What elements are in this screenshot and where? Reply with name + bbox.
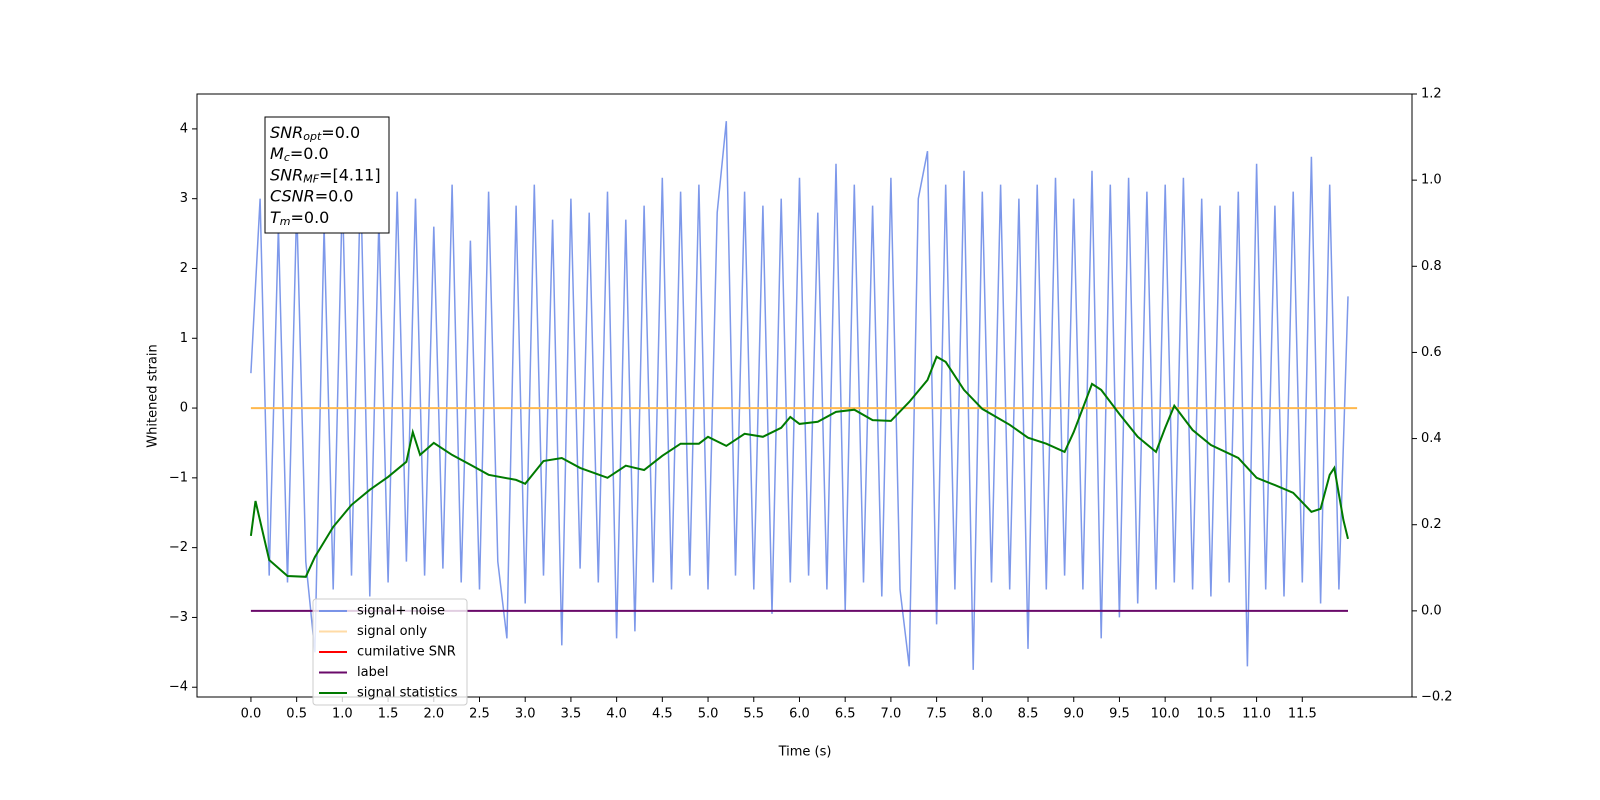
y-tick-label: 2 [180, 261, 188, 276]
plot-frame [196, 93, 1413, 698]
legend-label: signal statistics [357, 686, 458, 701]
annotation-name: SNR [270, 123, 303, 142]
y-tick-label: 3 [180, 191, 188, 206]
annotation: Tm=0.0 [270, 207, 329, 228]
y2-tick-label: −0.2 [1421, 690, 1453, 705]
x-tick-label: 7.0 [881, 707, 902, 722]
annotation-name: CSNR [270, 186, 315, 205]
y2-tick-label: 0.0 [1421, 603, 1442, 618]
annotation-value: =0.0 [291, 207, 330, 226]
x-tick-label: 9.0 [1063, 707, 1084, 722]
annotation-name: T [270, 207, 281, 226]
x-tick-label: 2.5 [469, 707, 490, 722]
annotation-sub: m [280, 215, 291, 228]
x-tick-label: 11.5 [1288, 707, 1317, 722]
x-tick-label: 7.5 [926, 707, 947, 722]
x-tick-label: 8.0 [972, 707, 993, 722]
legend-label: signal only [357, 624, 427, 639]
annotation-box [264, 116, 390, 234]
annotation-name: SNR [270, 165, 303, 184]
x-tick-label: 3.0 [515, 707, 536, 722]
y-tick-label: 1 [180, 331, 188, 346]
series-line [249, 355, 1349, 578]
x-tick-label: 4.0 [606, 707, 627, 722]
annotation-sub: MF [303, 172, 319, 185]
y-tick-label: 0 [180, 401, 188, 416]
legend-label: label [357, 665, 388, 680]
x-tick-label: 0.5 [286, 707, 307, 722]
annotation-sub: opt [303, 130, 322, 143]
x-tick-label: 0.0 [241, 707, 262, 722]
annotation: CSNR=0.0 [270, 186, 354, 205]
annotation: SNRopt=0.0 [270, 123, 360, 144]
y2-tick-label: 0.2 [1421, 517, 1442, 532]
x-tick-label: 1.5 [378, 707, 399, 722]
x-tick-label: 5.0 [698, 707, 719, 722]
annotation-name: M [270, 144, 284, 163]
x-tick-label: 3.5 [561, 707, 582, 722]
annotation-sub: c [284, 151, 290, 164]
annotation-value: =0.0 [315, 186, 354, 205]
annotation: SNRMF=[4.11] [270, 165, 381, 186]
annotation-value: =0.0 [321, 123, 360, 142]
y-tick-label: 4 [180, 121, 188, 136]
y2-tick-label: 0.6 [1421, 345, 1442, 360]
y-tick-label: −3 [169, 610, 188, 625]
legend-label: cumilative SNR [357, 645, 456, 660]
annotation-value: =[4.11] [319, 165, 381, 184]
y-tick-label: −4 [169, 680, 188, 695]
x-tick-label: 6.0 [789, 707, 810, 722]
x-tick-label: 6.5 [835, 707, 856, 722]
y2-tick-label: 0.8 [1421, 259, 1442, 274]
x-tick-label: 9.5 [1109, 707, 1130, 722]
annotation: Mc=0.0 [270, 144, 329, 165]
y2-tick-label: 0.4 [1421, 431, 1442, 446]
x-tick-label: 10.5 [1196, 707, 1225, 722]
series-line [250, 121, 1349, 670]
x-tick-label: 4.5 [652, 707, 673, 722]
x-tick-label: 10.0 [1151, 707, 1180, 722]
x-tick-label: 1.0 [332, 707, 353, 722]
x-tick-label: 5.5 [743, 707, 764, 722]
y-tick-label: −2 [169, 540, 188, 555]
y2-tick-label: 1.0 [1421, 173, 1442, 188]
x-axis-label: Time (s) [778, 745, 832, 760]
y2-tick-label: 1.2 [1421, 87, 1442, 102]
legend-box [312, 598, 468, 706]
y-axis-label: Whitened strain [146, 344, 161, 447]
legend-label: signal+ noise [357, 604, 445, 619]
y-tick-label: −1 [169, 470, 188, 485]
x-tick-label: 8.5 [1018, 707, 1039, 722]
x-tick-label: 11.0 [1242, 707, 1271, 722]
x-tick-label: 2.0 [423, 707, 444, 722]
annotation-value: =0.0 [290, 144, 329, 163]
